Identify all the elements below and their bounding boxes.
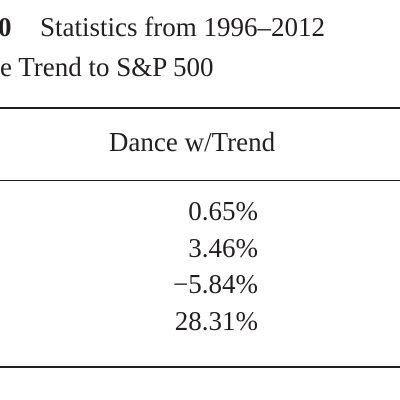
table-cell: 28.31%: [174, 306, 258, 337]
table-cell: 3.46%: [188, 232, 258, 263]
header-rule: [0, 180, 400, 181]
bottom-rule: [0, 366, 400, 368]
table-cell: −5.84%: [173, 269, 258, 300]
table-subtitle: e Trend to S&P 500: [0, 52, 214, 82]
table-title: Statistics from 1996–2012: [40, 12, 325, 42]
top-rule: [0, 107, 400, 109]
table-label: 0: [0, 12, 12, 42]
table-cell: 0.65%: [188, 196, 258, 226]
column-header: Dance w/Trend: [108, 127, 276, 157]
